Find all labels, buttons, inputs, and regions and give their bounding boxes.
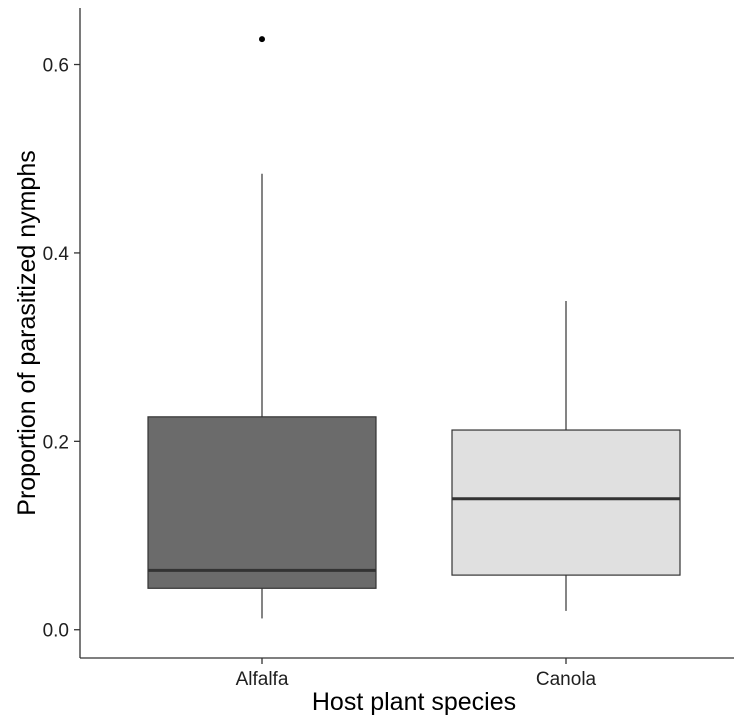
- y-tick-label: 0.4: [43, 244, 70, 265]
- y-axis: 0.0 0.2 0.4 0.6: [43, 8, 81, 658]
- box-iqr: [147, 416, 377, 589]
- box-canola: [451, 300, 681, 611]
- y-tick-label: 0.6: [43, 56, 69, 77]
- x-tick-label: Alfalfa: [236, 669, 289, 690]
- y-tick-label: 0.2: [43, 432, 69, 453]
- x-axis-title: Host plant species: [312, 688, 516, 716]
- y-tick-label: 0.0: [43, 621, 69, 642]
- x-tick-label: Canola: [536, 669, 597, 690]
- x-axis: Alfalfa Canola: [80, 657, 734, 690]
- y-axis-title: Proportion of parasitized nymphs: [13, 150, 41, 515]
- box-iqr: [451, 429, 681, 576]
- box-alfalfa: [147, 36, 377, 619]
- plot-area: [147, 36, 681, 619]
- outlier-point: [259, 36, 265, 43]
